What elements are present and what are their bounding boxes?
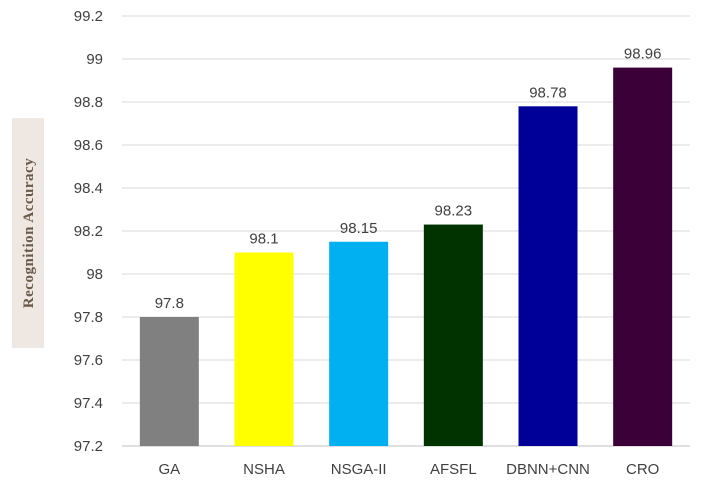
y-tick-label: 97.6 bbox=[74, 352, 103, 369]
y-tick-label: 97.2 bbox=[74, 438, 103, 455]
data-labels: 97.8 98.1 98.15 98.23 98.78 98.96 bbox=[155, 46, 662, 312]
y-axis-label: Recognition Accuracy bbox=[21, 158, 37, 308]
data-label: 98.78 bbox=[529, 84, 567, 101]
x-tick-label: AFSFL bbox=[430, 461, 477, 478]
y-tick-label: 97.4 bbox=[74, 395, 103, 412]
data-label: 98.23 bbox=[435, 203, 473, 220]
x-tick-label: NSHA bbox=[243, 461, 285, 478]
x-tick-label: CRO bbox=[626, 461, 659, 478]
y-tick-label: 99 bbox=[86, 51, 103, 68]
data-label: 98.96 bbox=[624, 46, 662, 63]
bar bbox=[139, 317, 199, 446]
y-tick-label: 98.2 bbox=[74, 223, 103, 240]
y-tick-label: 98.8 bbox=[74, 94, 103, 111]
y-tick-label: 98 bbox=[86, 266, 103, 283]
x-tick-label: GA bbox=[158, 461, 180, 478]
y-tick-label: 98.4 bbox=[74, 180, 103, 197]
x-tick-label: NSGA-II bbox=[331, 461, 387, 478]
x-tick-label: DBNN+CNN bbox=[506, 461, 590, 478]
bar bbox=[518, 106, 578, 447]
bar bbox=[234, 252, 294, 446]
y-tick-label: 98.6 bbox=[74, 137, 103, 154]
bar bbox=[329, 241, 389, 446]
gridlines bbox=[122, 15, 690, 447]
x-axis-categories: GA NSHA NSGA-II AFSFL DBNN+CNN CRO bbox=[158, 461, 659, 478]
y-tick-label: 99.2 bbox=[74, 8, 103, 25]
bar bbox=[613, 67, 673, 446]
data-label: 98.15 bbox=[340, 220, 378, 237]
data-label: 98.1 bbox=[249, 231, 278, 248]
y-axis-label-background bbox=[12, 118, 44, 348]
data-label: 97.8 bbox=[155, 295, 184, 312]
y-tick-label: 97.8 bbox=[74, 309, 103, 326]
y-axis-ticks: 97.2 97.4 97.6 97.8 98 98.2 98.4 98.6 98.8 99 99.2 bbox=[74, 8, 103, 455]
bar bbox=[423, 224, 483, 446]
bars bbox=[139, 67, 673, 447]
